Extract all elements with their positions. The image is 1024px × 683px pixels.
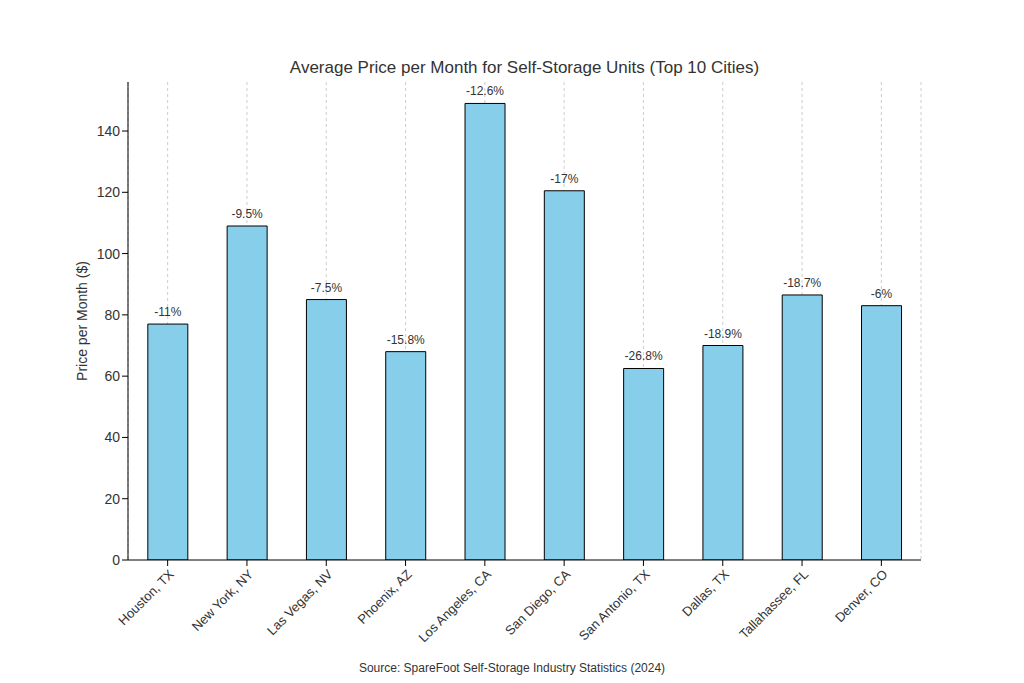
svg-text:-15.8%: -15.8% bbox=[387, 333, 425, 347]
svg-text:New York, NY: New York, NY bbox=[189, 566, 257, 634]
svg-text:Houston, TX: Houston, TX bbox=[115, 566, 177, 628]
svg-text:60: 60 bbox=[104, 368, 120, 384]
svg-text:Phoenix, AZ: Phoenix, AZ bbox=[355, 567, 415, 627]
svg-text:-6%: -6% bbox=[871, 287, 893, 301]
svg-text:-26.8%: -26.8% bbox=[625, 349, 663, 363]
svg-text:Los Angeles, CA: Los Angeles, CA bbox=[415, 566, 494, 645]
svg-text:120: 120 bbox=[97, 184, 121, 200]
svg-text:-18.7%: -18.7% bbox=[783, 276, 821, 290]
svg-text:80: 80 bbox=[104, 307, 120, 323]
svg-text:-11%: -11% bbox=[154, 305, 181, 319]
svg-text:San Antonio, TX: San Antonio, TX bbox=[576, 566, 653, 643]
svg-text:Las Vegas, NV: Las Vegas, NV bbox=[264, 566, 336, 638]
html-text:Source: SpareFoot Self-Storage: Source: SpareFoot Self-Storage Industry … bbox=[358, 661, 666, 675]
svg-text:San Diego, CA: San Diego, CA bbox=[502, 566, 574, 638]
svg-text:-17%: -17% bbox=[550, 172, 578, 186]
svg-text:Denver, CO: Denver, CO bbox=[832, 567, 891, 626]
svg-text:-9.5%: -9.5% bbox=[231, 207, 263, 221]
svg-text:-18.9%: -18.9% bbox=[704, 327, 742, 341]
svg-text:140: 140 bbox=[97, 123, 121, 139]
svg-text:Dallas, TX: Dallas, TX bbox=[679, 566, 732, 619]
svg-text:Tallahassee, FL: Tallahassee, FL bbox=[736, 567, 811, 642]
svg-text:100: 100 bbox=[97, 246, 121, 262]
svg-text:40: 40 bbox=[104, 429, 120, 445]
html-text:Average Price per Month for Se: Average Price per Month for Self-Storage… bbox=[289, 58, 760, 77]
svg-text:-12.6%: -12.6% bbox=[466, 84, 504, 98]
svg-text:20: 20 bbox=[104, 491, 120, 507]
html-text:Price per Month ($): Price per Month ($) bbox=[74, 261, 90, 381]
svg-text:0: 0 bbox=[112, 552, 120, 568]
svg-text:-7.5%: -7.5% bbox=[311, 281, 343, 295]
